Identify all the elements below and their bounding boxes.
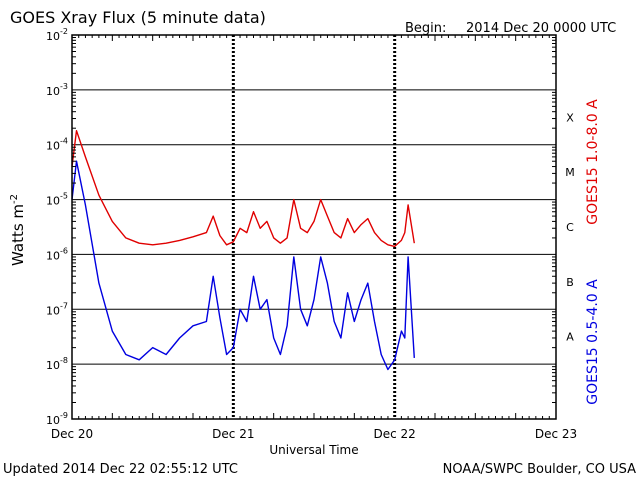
flare-class-b: B [566,276,574,289]
y-tick-label: 10-8 [46,356,68,372]
plot-frame [71,34,557,420]
flare-class-a: A [566,331,574,344]
x-axis-label: Universal Time [269,443,358,457]
flare-class-labels: A B C M X [565,111,575,343]
y-axis-label-main: Watts m [9,204,27,266]
y-axis-ticks: 10-9 10-8 10-7 10-6 10-5 10-4 10-3 10-2 [46,27,556,427]
chart-title: GOES Xray Flux (5 minute data) [10,8,266,27]
y-axis-label: Watts m-2 [9,194,27,266]
updated-timestamp: Updated 2014 Dec 22 02:55:12 UTC [3,462,238,477]
x-tick-label: Dec 23 [535,427,577,441]
x-tick-label: Dec 22 [374,427,416,441]
y-axis-label-exponent: -2 [9,194,20,204]
y-tick-label: 10-9 [46,411,68,427]
flare-class-x: X [566,111,574,124]
y-tick-label: 10-5 [46,192,68,208]
series-name-label: GOES15 1.0-8.0 A [585,99,601,225]
y-tick-label: 10-3 [46,82,68,98]
y-tick-label: 10-2 [46,27,68,43]
credit-text: NOAA/SWPC Boulder, CO USA [443,462,636,477]
series-short-channel [71,160,415,371]
series-long-channel [71,129,415,248]
grid-lines [72,35,556,419]
series-layer [71,129,415,371]
series-name-label: GOES15 0.5-4.0 A [585,279,601,405]
begin-label: Begin: [405,21,446,36]
x-axis-ticks: Dec 20 Dec 21 Dec 22 Dec 23 [51,35,577,441]
y-tick-label: 10-6 [46,246,68,262]
y-tick-label: 10-4 [46,137,68,153]
begin-value: 2014 Dec 20 0000 UTC [466,21,616,36]
flare-class-c: C [566,221,574,234]
x-tick-label: Dec 20 [51,427,93,441]
series-legend: GOES15 1.0-8.0 A GOES15 0.5-4.0 A [585,99,601,405]
flare-class-m: M [565,166,575,179]
x-tick-label: Dec 21 [212,427,254,441]
y-tick-label: 10-7 [46,301,68,317]
